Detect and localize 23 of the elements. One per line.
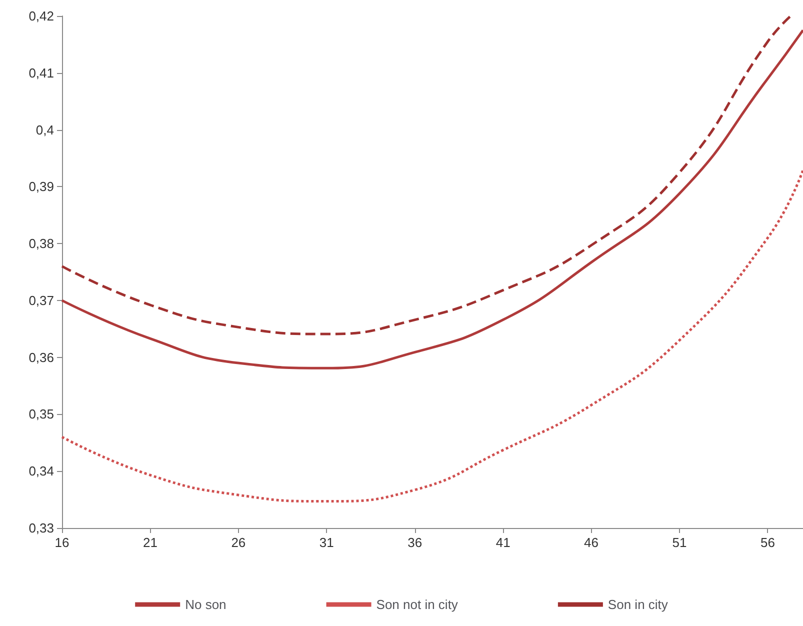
legend-label: Son not in city [376, 597, 458, 612]
x-tick-label: 51 [672, 535, 687, 550]
y-tick-label: 0,38 [28, 236, 54, 252]
y-tick-label: 0,35 [28, 406, 54, 422]
x-tick-label: 16 [54, 535, 70, 550]
x-tick-label: 21 [142, 535, 158, 550]
x-tick-label: 46 [584, 535, 599, 550]
y-tick-label: 0,42 [28, 8, 54, 24]
y-tick-label: 0,37 [28, 292, 54, 308]
x-tick-label: 36 [408, 535, 422, 550]
x-tick-label: 56 [760, 535, 775, 550]
x-tick-label: 31 [319, 535, 334, 550]
legend-label: Son in city [608, 597, 668, 612]
legend-label: No son [185, 597, 226, 612]
y-tick-label: 0,4 [36, 122, 54, 138]
y-tick-label: 0,41 [28, 65, 54, 80]
y-tick-label: 0,34 [28, 464, 54, 479]
y-tick-label: 0,36 [28, 350, 54, 365]
y-tick-label: 0,39 [28, 179, 54, 194]
line-series [60, 168, 803, 503]
x-tick-label: 26 [231, 535, 246, 550]
x-tick-label: 41 [496, 535, 510, 550]
y-tick-label: 0,33 [28, 520, 54, 536]
